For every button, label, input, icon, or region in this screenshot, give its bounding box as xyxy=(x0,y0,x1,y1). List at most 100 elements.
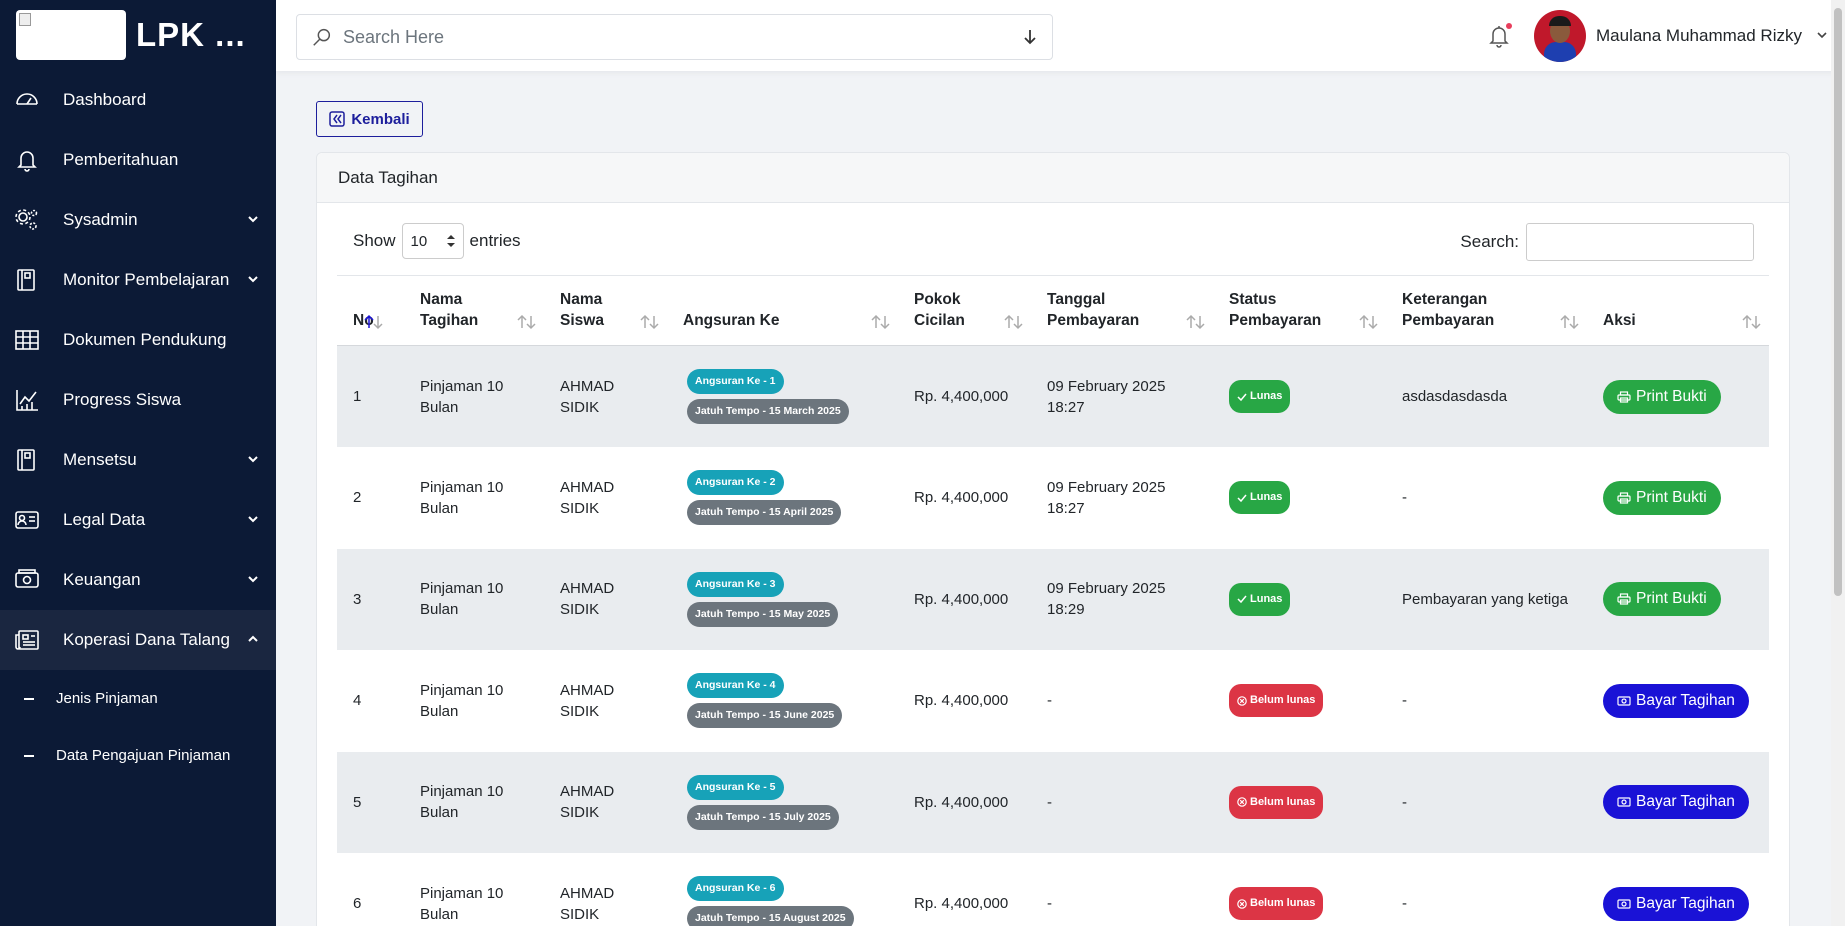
status-label: Lunas xyxy=(1250,592,1283,605)
column-header-keterangan-pembayaran[interactable]: Keterangan Pembayaran xyxy=(1386,275,1587,346)
column-header-no[interactable]: No xyxy=(337,275,404,346)
cell-angsuran: Angsuran Ke - 3 Jatuh Tempo - 15 May 2025 xyxy=(667,548,898,650)
status-label: Belum lunas xyxy=(1250,694,1316,707)
chevron-down-icon xyxy=(246,272,260,286)
column-header-nama-tagihan[interactable]: Nama Tagihan xyxy=(404,275,544,346)
sidebar-item-dashboard[interactable]: Dashboard xyxy=(0,70,276,130)
print-icon xyxy=(1617,593,1636,605)
avatar[interactable] xyxy=(1534,10,1586,62)
back-button[interactable]: Kembali xyxy=(316,101,423,137)
column-header-pokok-cicilan[interactable]: Pokok Cicilan xyxy=(898,275,1031,346)
jatuh-tempo-badge: Jatuh Tempo - 15 May 2025 xyxy=(687,601,839,627)
x-circle-icon xyxy=(1237,898,1250,909)
sidebar-item-sysadmin[interactable]: Sysadmin xyxy=(0,190,276,250)
sort-icon[interactable] xyxy=(1741,314,1763,330)
sidebar-item-mensetsu[interactable]: Mensetsu xyxy=(0,430,276,490)
angsuran-badge: Angsuran Ke - 2 xyxy=(687,470,784,496)
sidebar-item-label: Pemberitahuan xyxy=(63,150,179,169)
cell-status: Belum lunas xyxy=(1213,853,1386,926)
sort-icon[interactable] xyxy=(1185,314,1207,330)
table-search-input[interactable] xyxy=(1526,223,1754,261)
cell-tanggal-pembayaran: 09 February 2025 18:27 xyxy=(1031,345,1213,447)
show-label: Show xyxy=(353,231,396,250)
scrollbar[interactable] xyxy=(1831,0,1845,926)
sidebar-item-label: Dashboard xyxy=(63,90,147,109)
notification-bell-icon[interactable] xyxy=(1488,24,1510,48)
print-bukti-button[interactable]: Print Bukti xyxy=(1603,480,1721,515)
status-badge: Belum lunas xyxy=(1229,887,1324,921)
cell-pokok-cicilan: Rp. 4,400,000 xyxy=(914,489,1009,507)
chevron-down-icon xyxy=(246,452,260,466)
sidebar-item-monitor-pembelajaran[interactable]: Monitor Pembelajaran xyxy=(0,250,276,310)
entries-value: 10 xyxy=(410,232,428,250)
cell-pokok-cicilan: Rp. 4,400,000 xyxy=(898,751,1031,853)
header-line1: Keterangan xyxy=(1402,291,1488,308)
cell-no: 1 xyxy=(337,345,404,447)
bayar-tagihan-button[interactable]: Bayar Tagihan xyxy=(1603,683,1749,718)
x-circle-icon xyxy=(1237,797,1250,808)
bayar-tagihan-button[interactable]: Bayar Tagihan xyxy=(1603,886,1749,921)
entries-select[interactable]: 10 xyxy=(401,223,464,259)
chevron-down-icon xyxy=(246,572,260,586)
bayar-tagihan-button[interactable]: Bayar Tagihan xyxy=(1603,785,1749,820)
sidebar-subitem-data-pengajuan-pinjaman[interactable]: Data Pengajuan Pinjaman xyxy=(0,727,276,784)
data-tagihan-card: Data Tagihan Show 10 entries Search: No N… xyxy=(316,152,1790,926)
entries-label: entries xyxy=(469,231,521,250)
cell-nama-tagihan: Pinjaman 10 Bulan xyxy=(404,751,544,853)
cell-keterangan: - xyxy=(1386,751,1587,853)
chevron-down-icon xyxy=(246,212,260,226)
cell-aksi: Bayar Tagihan xyxy=(1587,853,1769,926)
cell-no: 2 xyxy=(353,489,362,507)
scrollbar-thumb[interactable] xyxy=(1834,8,1842,596)
cell-aksi: Print Bukti xyxy=(1587,447,1769,549)
action-label: Bayar Tagihan xyxy=(1636,894,1735,912)
cell-keterangan: - xyxy=(1402,489,1407,507)
cell-nama-siswa: AHMAD SIDIK xyxy=(544,548,667,650)
print-bukti-button[interactable]: Print Bukti xyxy=(1603,379,1721,414)
sort-icon[interactable] xyxy=(1559,314,1581,330)
sort-ascending-icon[interactable] xyxy=(363,314,385,330)
check-icon xyxy=(1237,594,1250,604)
angsuran-badge: Angsuran Ke - 5 xyxy=(687,774,784,800)
sidebar-subitem-label: Data Pengajuan Pinjaman xyxy=(56,747,231,764)
cell-tanggal-pembayaran: - xyxy=(1047,692,1052,710)
username[interactable]: Maulana Muhammad Rizky xyxy=(1596,26,1802,45)
brand[interactable]: LPK ... xyxy=(0,0,276,70)
cell-pokok-cicilan: Rp. 4,400,000 xyxy=(914,895,1009,913)
chevron-down-icon[interactable] xyxy=(1816,30,1828,40)
cell-tanggal-pembayaran: 09 February 2025 18:27 xyxy=(1047,478,1166,517)
sort-icon[interactable] xyxy=(870,314,892,330)
check-icon xyxy=(1237,392,1250,402)
sidebar-item-legal-data[interactable]: Legal Data xyxy=(0,490,276,550)
column-header-aksi[interactable]: Aksi xyxy=(1587,275,1769,346)
search-bar[interactable] xyxy=(296,14,1053,60)
sidebar-item-pemberitahuan[interactable]: Pemberitahuan xyxy=(0,130,276,190)
status-badge: Belum lunas xyxy=(1229,684,1324,718)
cell-status: Lunas xyxy=(1213,548,1386,650)
sidebar-item-dokumen-pendukung[interactable]: Dokumen Pendukung xyxy=(0,310,276,370)
cell-nama-tagihan: Pinjaman 10 Bulan xyxy=(404,345,544,447)
sidebar-item-keuangan[interactable]: Keuangan xyxy=(0,550,276,610)
column-header-nama-siswa[interactable]: Nama Siswa xyxy=(544,275,667,346)
sidebar-item-progress-siswa[interactable]: Progress Siswa xyxy=(0,370,276,430)
sort-icon[interactable] xyxy=(639,314,661,330)
column-header-tanggal-pembayaran[interactable]: Tanggal Pembayaran xyxy=(1031,275,1213,346)
cell-keterangan: - xyxy=(1402,692,1407,710)
sort-icon[interactable] xyxy=(516,314,538,330)
search-input[interactable] xyxy=(343,26,1022,48)
angsuran-badge: Angsuran Ke - 6 xyxy=(687,876,784,902)
print-icon xyxy=(1617,492,1636,504)
sort-icon[interactable] xyxy=(1003,314,1025,330)
arrow-down-icon[interactable] xyxy=(1022,28,1038,46)
column-header-status-pembayaran[interactable]: Status Pembayaran xyxy=(1213,275,1386,346)
column-header-angsuran-ke[interactable]: Angsuran Ke xyxy=(667,275,898,346)
print-bukti-button[interactable]: Print Bukti xyxy=(1603,582,1721,617)
book-icon xyxy=(14,447,40,473)
status-label: Belum lunas xyxy=(1250,795,1316,808)
sidebar-nav: Dashboard Pemberitahuan Sysadmin Monitor Pe… xyxy=(0,70,276,670)
sort-icon[interactable] xyxy=(1358,314,1380,330)
header-line1: Aksi xyxy=(1603,312,1636,329)
sidebar-item-koperasi-dana-talang[interactable]: Koperasi Dana Talang xyxy=(0,610,276,670)
book-icon xyxy=(14,267,40,293)
sidebar-subitem-jenis-pinjaman[interactable]: Jenis Pinjaman xyxy=(0,670,276,727)
